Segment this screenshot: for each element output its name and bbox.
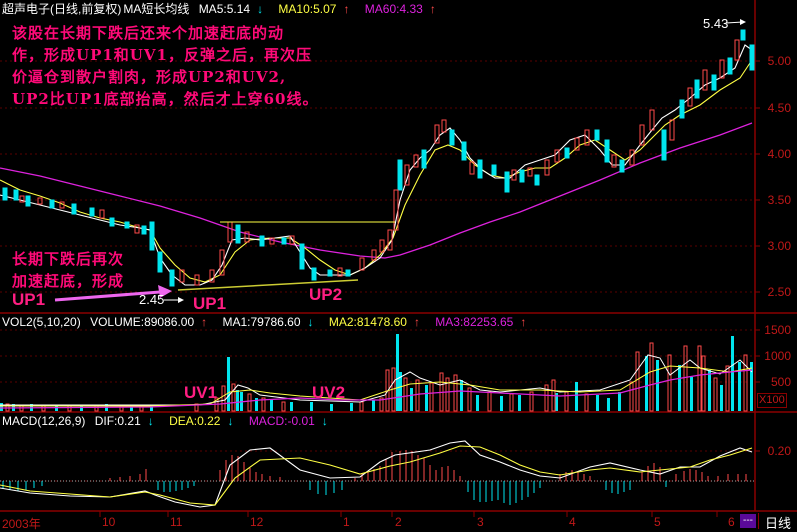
arrow-up-icon: ↑ xyxy=(201,315,208,329)
arrow-down-icon: ↓ xyxy=(147,414,154,428)
macd-value: MACD:-0.01 ↓ xyxy=(248,414,328,428)
y-tick: 5.00 xyxy=(767,54,791,68)
vol-y-tick: 1000 xyxy=(764,349,791,363)
volume-legend: VOL2(5,10,20) VOLUME:89086.00 ↑ MA1:79786… xyxy=(2,315,538,329)
dif-value: DIF:0.21 ↓ xyxy=(94,414,154,428)
vol-ma2-value: MA2:81478.60 ↑ xyxy=(328,315,420,329)
arrow-up-icon: ↑ xyxy=(343,2,350,16)
annotation-line: 作，形成UP1和UV1，反弹之后，再次压 xyxy=(12,46,312,64)
arrow-down-icon: ↓ xyxy=(307,315,314,329)
price-legend: 超声电子(日线,前复权) MA短长均线 MA5:5.14 ↓ MA10:5.07 ↑ … xyxy=(2,2,448,16)
ma10-value: MA10:5.07 ↑ xyxy=(278,2,350,16)
stock-title: 超声电子(日线,前复权) xyxy=(2,2,122,16)
ma5-value: MA5:5.14 ↓ xyxy=(198,2,264,16)
high-price-label: 5.43 xyxy=(703,16,729,31)
x-axis-label: 12 xyxy=(250,515,264,529)
up1-label: UP1 xyxy=(193,294,227,313)
y-tick: 3.50 xyxy=(767,193,791,207)
annotation-left-up1: UP1 xyxy=(12,290,46,309)
volume-value: VOLUME:89086.00 ↑ xyxy=(90,315,208,329)
indicator-name: MA短长均线 xyxy=(123,2,190,16)
vol-y-tick: 500 xyxy=(770,375,791,389)
annotation-main: 该股在长期下跌后还来个加速赶底的动 作，形成UP1和UV1，反弹之后，再次压 价… xyxy=(12,22,318,110)
y-tick: 4.50 xyxy=(767,101,791,115)
macd-indicator-name: MACD(12,26,9) xyxy=(2,414,86,428)
annotation-line: 该股在长期下跌后还来个加速赶底的动 xyxy=(12,24,285,42)
y-tick: 3.00 xyxy=(767,239,791,253)
uv1-label: UV1 xyxy=(184,383,218,402)
arrow-up-icon: ↑ xyxy=(429,2,436,16)
macd-legend: MACD(12,26,9) DIF:0.21 ↓ DEA:0.22 ↓ MACD:-… xyxy=(2,414,340,428)
vol-ma1-value: MA1:79786.60 ↓ xyxy=(222,315,314,329)
annotation-line: 价逼仓到散户割肉，形成UP2和UV2, xyxy=(12,68,287,86)
x-axis-label: 1 xyxy=(343,515,350,529)
period-selector[interactable]: 日线 xyxy=(758,513,797,531)
uv2-label: UV2 xyxy=(312,383,346,402)
vol-ma3-value: MA3:82253.65 ↑ xyxy=(435,315,527,329)
vol-y-tick: 1500 xyxy=(764,323,791,337)
x-axis-label: 10 xyxy=(102,515,116,529)
x-axis-label: 3 xyxy=(477,515,484,529)
x-axis-label: 2003年 xyxy=(2,517,41,531)
volume-indicator-name: VOL2(5,10,20) xyxy=(2,315,81,329)
annotation-left: 长期下跌后再次 加速赶底，形成 xyxy=(12,248,124,292)
up2-label: UP2 xyxy=(309,285,343,304)
x-axis-label: 11 xyxy=(170,515,183,529)
ma60-value: MA60:4.33 ↑ xyxy=(364,2,436,16)
x-axis-label: 5 xyxy=(654,515,661,529)
macd-y-tick: 0.20 xyxy=(767,444,791,458)
y-tick: 2.50 xyxy=(767,285,791,299)
arrow-down-icon: ↓ xyxy=(257,2,264,16)
volume-unit-label: X100 xyxy=(757,393,787,408)
arrow-down-icon: ↓ xyxy=(227,414,234,428)
x-axis-label: 2 xyxy=(395,515,402,529)
period-toggle-button[interactable]: --- xyxy=(740,514,756,528)
annotation-line: 长期下跌后再次 xyxy=(12,250,125,268)
x-axis-label: 6 xyxy=(728,515,735,529)
y-tick: 4.00 xyxy=(767,147,791,161)
arrow-up-icon: ↑ xyxy=(413,315,420,329)
annotation-line: 加速赶底，形成 xyxy=(12,272,125,290)
dea-value: DEA:0.22 ↓ xyxy=(169,414,234,428)
annotation-line: UP2比UP1底部抬高，然后才上穿60线。 xyxy=(12,90,319,108)
arrow-up-icon: ↑ xyxy=(520,315,527,329)
x-axis-label: 4 xyxy=(569,515,576,529)
low-price-label: 2.45 xyxy=(139,292,165,307)
arrow-down-icon: ↓ xyxy=(321,414,328,428)
